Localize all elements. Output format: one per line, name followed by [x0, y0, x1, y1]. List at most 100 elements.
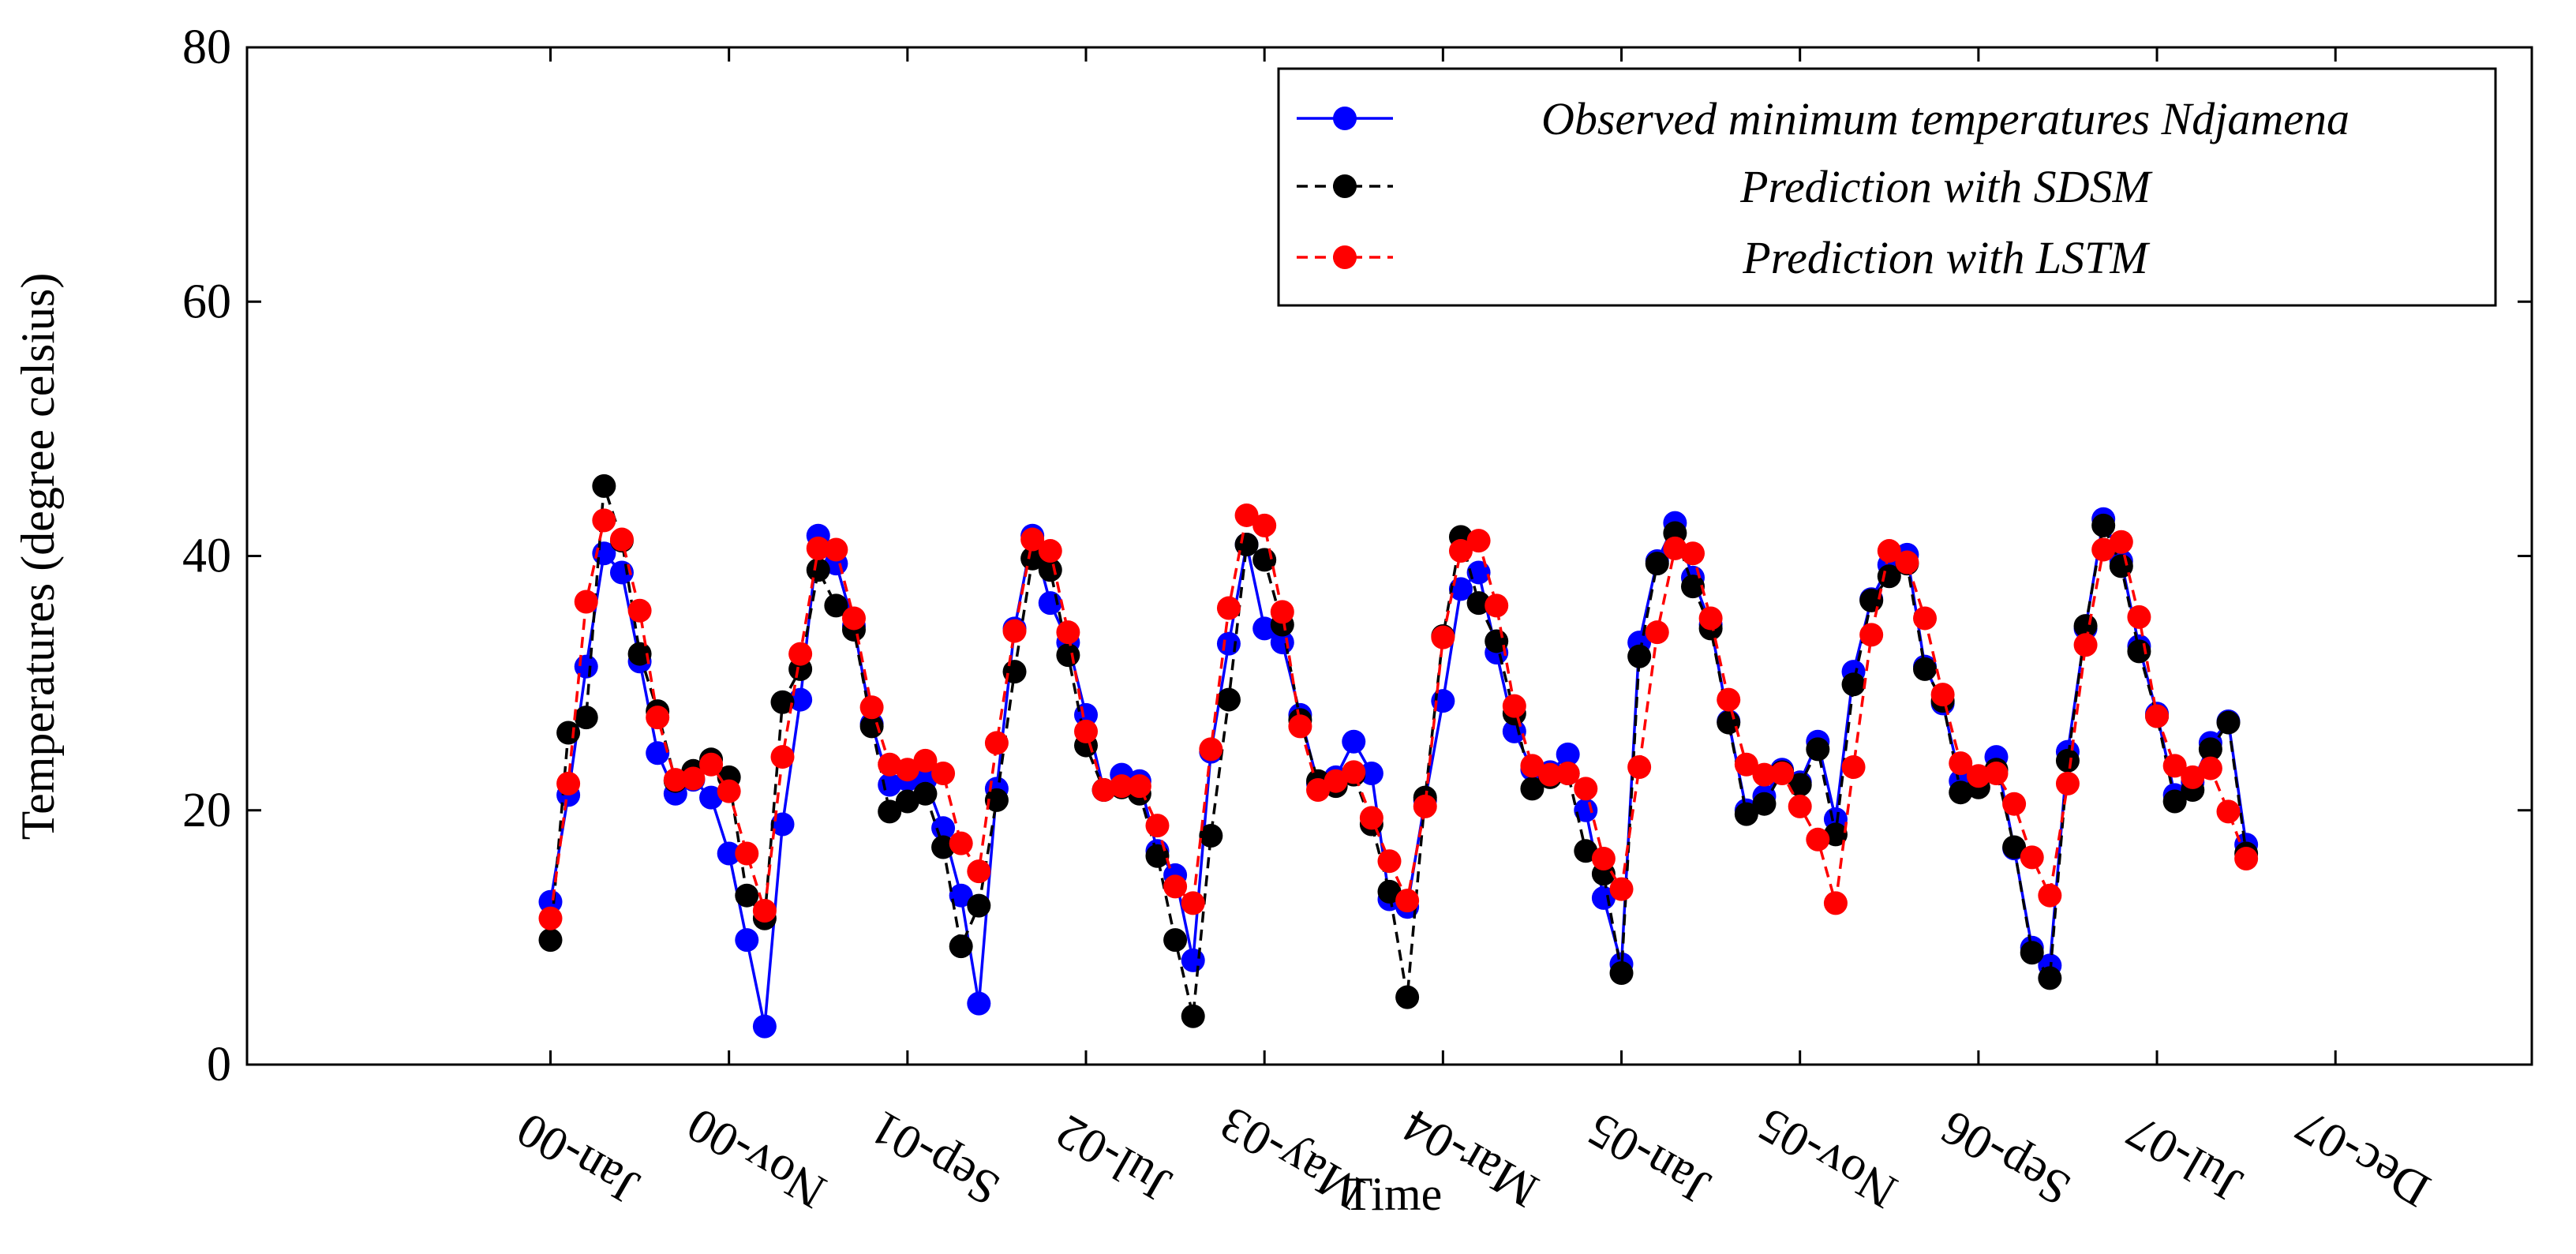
data-point [574, 590, 598, 614]
data-point [556, 771, 581, 795]
data-point [967, 893, 991, 918]
legend: Observed minimum temperatures Ndjamena Pr… [1277, 67, 2497, 307]
x-tick-label: Jan-05 [1579, 1102, 1719, 1215]
data-point [2055, 748, 2080, 773]
data-point [1574, 798, 1598, 822]
data-point [2181, 765, 2205, 789]
data-point [1359, 762, 1383, 786]
data-point [967, 859, 991, 884]
x-tick-label: Jul-02 [1047, 1104, 1180, 1211]
data-point [1913, 606, 1938, 631]
data-point [1913, 657, 1938, 681]
data-point [1680, 575, 1705, 599]
data-point [1680, 541, 1705, 566]
data-point [2162, 789, 2187, 814]
data-point [2055, 771, 2080, 795]
x-tick-label: Dec-07 [2287, 1099, 2439, 1217]
legend-marker [1333, 107, 1357, 130]
data-point [931, 816, 956, 840]
data-point [1502, 694, 1526, 718]
data-point [913, 748, 938, 773]
data-point [1395, 985, 1420, 1009]
data-point [949, 831, 973, 855]
data-point [1234, 532, 1259, 556]
data-point [895, 789, 919, 814]
data-point [1002, 619, 1027, 643]
data-point [1216, 631, 1241, 656]
data-point [2038, 966, 2062, 990]
data-point [967, 991, 991, 1016]
y-tick-label: 80 [182, 21, 231, 74]
y-tick-label: 0 [207, 1038, 231, 1091]
data-point [2020, 845, 2044, 870]
data-point [770, 745, 795, 769]
data-point [2020, 941, 2044, 965]
y-tick-label: 40 [182, 530, 231, 583]
data-point [1395, 889, 1420, 913]
data-point [1609, 877, 1634, 901]
data-point [1342, 729, 1366, 754]
data-point [878, 799, 902, 824]
data-point [1145, 814, 1170, 838]
data-point [538, 906, 563, 930]
data-point [1966, 764, 1990, 788]
data-point [2145, 704, 2170, 728]
x-tick-label: Sep-01 [862, 1100, 1009, 1216]
data-point [1466, 591, 1491, 616]
series-2 [538, 503, 2259, 930]
data-point [1288, 714, 1312, 739]
data-point [1574, 777, 1598, 801]
data-point [592, 508, 616, 533]
data-point [717, 841, 741, 866]
data-point [2091, 513, 2116, 537]
data-point [878, 752, 902, 777]
data-point [752, 1014, 777, 1039]
legend-marker [1333, 174, 1357, 198]
data-point [1556, 762, 1580, 786]
data-point [2127, 605, 2151, 629]
data-point [1413, 794, 1437, 818]
data-point [931, 762, 956, 786]
legend-box [1277, 67, 2497, 307]
data-point [1020, 527, 1045, 552]
data-point [895, 758, 919, 782]
data-point [1949, 751, 1973, 776]
data-point [1359, 806, 1383, 830]
data-point [538, 928, 563, 953]
legend-entries: Observed minimum temperatures Ndjamena Pr… [1297, 93, 2349, 283]
data-point [592, 474, 616, 498]
data-point [2127, 639, 2151, 664]
data-point [2038, 883, 2062, 908]
data-point [1306, 777, 1331, 802]
data-point [1788, 773, 1812, 797]
data-point [1788, 794, 1812, 818]
data-point [824, 537, 848, 562]
data-point [1841, 672, 1866, 697]
data-point [824, 593, 848, 618]
data-point [1181, 891, 1205, 915]
data-point [1520, 777, 1544, 801]
data-point [1591, 846, 1616, 870]
data-point [1930, 683, 1955, 707]
x-axis-label: Time [1344, 1168, 1443, 1220]
data-point [574, 706, 598, 730]
legend-marker [1333, 245, 1357, 269]
data-point [2109, 530, 2133, 554]
data-point [1949, 780, 1973, 805]
data-point [984, 788, 1009, 812]
data-point [1770, 762, 1795, 786]
x-tick-label: Jul-07 [2118, 1104, 2251, 1211]
data-point [1841, 754, 1866, 779]
data-point [1627, 754, 1652, 779]
data-point [806, 558, 830, 582]
data-point [1110, 774, 1134, 799]
data-point [788, 642, 813, 666]
data-point [2234, 846, 2259, 870]
data-point [1717, 687, 1741, 712]
data-point [1216, 687, 1241, 712]
data-point [1038, 558, 1062, 582]
y-tick-label: 20 [182, 784, 231, 837]
data-point [1877, 564, 1901, 589]
data-point [1823, 822, 1848, 847]
data-point [1859, 623, 1884, 647]
